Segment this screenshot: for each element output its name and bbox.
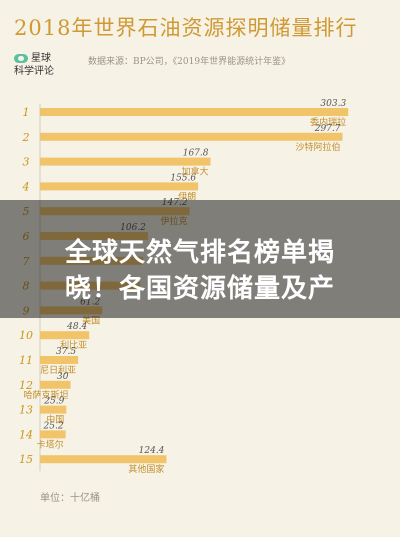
rank-label: 3 — [23, 156, 30, 169]
category-label: 卡塔尔 — [37, 438, 64, 450]
value-label: 124.4 — [139, 446, 165, 456]
value-label: 48.4 — [66, 322, 87, 332]
rank-label: 13 — [19, 404, 33, 417]
chart-title: 2018年世界石油资源探明储量排行 — [14, 16, 358, 40]
data-source: 数据来源：BP公司，《2019年世界能源统计年鉴》 — [88, 57, 291, 67]
category-label: 加拿大 — [181, 166, 208, 178]
bar — [40, 455, 167, 464]
bar — [40, 430, 66, 439]
bar — [40, 405, 67, 414]
brand-name-line1: 星球 — [31, 53, 51, 64]
rank-label: 2 — [22, 131, 30, 144]
rank-label: 15 — [19, 453, 33, 466]
category-label: 其他国家 — [128, 463, 164, 475]
category-label: 利比亚 — [60, 339, 87, 351]
value-label: 30 — [57, 372, 69, 382]
unit-label: 单位：十亿桶 — [40, 493, 100, 504]
headline-overlay: 全球天然气排名榜单揭 晓！各国资源储量及产 — [0, 200, 400, 318]
brand-logo: 星球 科学评论 — [14, 52, 78, 78]
value-label: 297.7 — [314, 124, 341, 134]
bar — [40, 182, 199, 191]
category-label: 尼日利亚 — [40, 364, 76, 376]
value-label: 303.3 — [320, 99, 346, 109]
value-label: 25.2 — [43, 421, 64, 431]
bar — [40, 356, 79, 364]
brand-name-line2: 科学评论 — [14, 66, 54, 77]
value-label: 155.6 — [170, 173, 196, 183]
bar — [40, 380, 71, 389]
rank-label: 12 — [19, 379, 33, 392]
value-label: 167.8 — [183, 149, 209, 159]
value-label: 25.9 — [43, 397, 64, 407]
bar — [40, 108, 349, 116]
value-label: 37.5 — [56, 347, 76, 357]
bar — [40, 331, 90, 340]
rank-label: 11 — [19, 354, 33, 367]
category-label: 沙特阿拉伯 — [295, 141, 340, 153]
category-label: 中国 — [46, 414, 64, 426]
rank-label: 14 — [19, 428, 33, 441]
rank-label: 1 — [23, 106, 30, 119]
bar — [40, 132, 343, 141]
category-label: 委内瑞拉 — [310, 116, 346, 128]
rank-label: 4 — [22, 180, 30, 193]
rank-label: 10 — [19, 329, 33, 342]
category-label: 伊朗 — [178, 190, 196, 202]
bar — [40, 157, 211, 166]
planet-logo-icon — [14, 54, 28, 63]
category-label: 哈萨克斯坦 — [23, 389, 68, 401]
headline-line-2: 晓！各国资源储量及产 — [64, 274, 335, 304]
headline-line-1: 全球天然气排名榜单揭 — [64, 238, 335, 268]
